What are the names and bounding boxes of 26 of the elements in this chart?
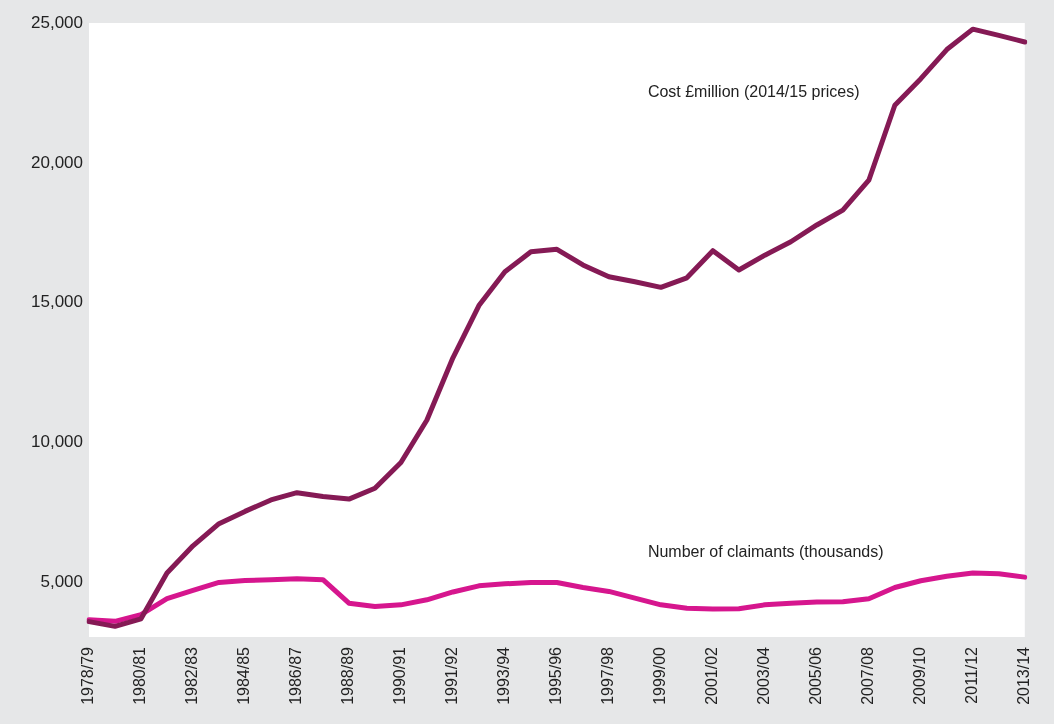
y-tick-label: 5,000 — [40, 572, 83, 592]
x-tick-label: 2009/10 — [911, 646, 929, 705]
x-tick-label: 1984/85 — [235, 646, 253, 705]
y-tick-label: 25,000 — [31, 12, 83, 32]
x-tick-label: 2011/12 — [963, 646, 981, 704]
y-tick-label: 10,000 — [31, 432, 83, 452]
series-label: Number of claimants (thousands) — [647, 543, 884, 561]
x-tick-label: 1978/79 — [79, 646, 97, 705]
x-tick-label: 1993/94 — [495, 646, 513, 705]
x-tick-label: 2013/14 — [1015, 646, 1033, 705]
x-tick-label: 1980/81 — [131, 646, 149, 705]
x-tick-label: 1997/98 — [599, 646, 617, 705]
x-tick-label: 2007/08 — [859, 646, 877, 705]
x-tick-label: 1982/83 — [183, 646, 201, 705]
x-tick-label: 2003/04 — [755, 646, 773, 705]
x-tick-label: 2001/02 — [703, 646, 721, 705]
x-tick-label: 1990/91 — [391, 646, 409, 705]
text: Cost £million (2014/15 prices) — [647, 83, 860, 101]
y-tick-label: 20,000 — [31, 152, 83, 172]
x-tick-label: 1995/96 — [547, 646, 565, 705]
x-tick-label: 1986/87 — [287, 646, 305, 705]
y-tick-label: 15,000 — [31, 292, 83, 312]
x-tick-label: 2005/06 — [807, 646, 825, 705]
x-tick-label: 1991/92 — [443, 646, 461, 705]
x-tick-label: 1988/89 — [339, 646, 357, 705]
x-tick-label: 1999/00 — [651, 646, 669, 705]
